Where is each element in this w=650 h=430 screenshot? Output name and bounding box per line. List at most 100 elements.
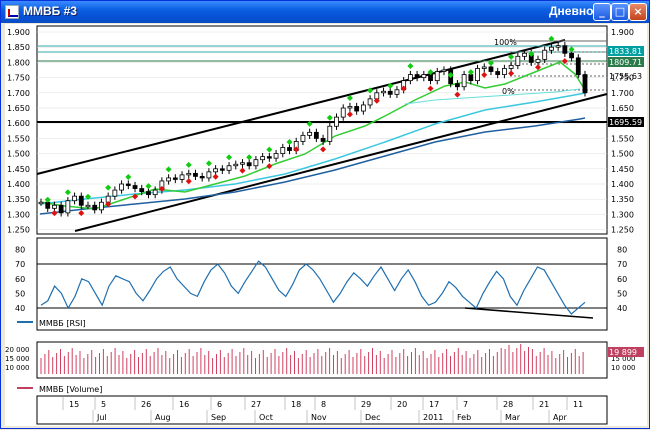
day-label: 6	[217, 400, 222, 409]
buy-signal-marker	[205, 160, 212, 167]
sell-signal-marker	[346, 111, 353, 118]
candle-body	[260, 156, 266, 161]
day-label: 28	[503, 400, 513, 409]
rsi-label-left: 40	[15, 304, 25, 313]
candle-body	[575, 57, 581, 75]
candle-body	[233, 163, 239, 167]
candle-body	[461, 74, 467, 88]
sell-signal-marker	[534, 64, 541, 71]
ma-cyan-thin[interactable]	[404, 88, 581, 105]
price-label-right: 1.350	[611, 195, 634, 204]
candle-body	[421, 74, 427, 79]
rsi-pane[interactable]	[36, 237, 608, 331]
day-label: 18	[291, 400, 301, 409]
price-label-left: 1.750	[7, 74, 30, 83]
rsi-label-left: 80	[15, 245, 25, 254]
candle-body	[502, 68, 507, 75]
candle-body	[300, 134, 306, 142]
buy-signal-marker	[528, 50, 535, 57]
fib-100-label: 100%	[494, 38, 517, 47]
buy-signal-marker	[105, 184, 112, 191]
candle-body	[394, 89, 400, 95]
sell-signal-marker	[400, 85, 407, 92]
sell-signal-marker	[78, 210, 85, 217]
rsi-label-right: 50	[617, 289, 627, 298]
price-axis: 1.900 1.900 1.850 1.800 1.750 1.750 1.700 1.700…	[7, 28, 634, 235]
title-bar[interactable]: ММВБ #3 Дневной _ □ ×	[1, 1, 649, 23]
sell-signal-marker	[373, 97, 380, 104]
buy-signal-marker	[387, 82, 394, 89]
rsi-axis: 80 80 70 70 60 60 50 50 40 40	[15, 245, 627, 313]
price-label-right: 1.650	[611, 104, 634, 113]
fib-0-label: 0%	[502, 87, 515, 96]
marker-1755: 1755.63	[609, 72, 642, 81]
day-label: 11	[573, 400, 583, 409]
candle-body	[193, 172, 198, 177]
price-label-left: 1.900	[7, 28, 30, 37]
candle-body	[45, 201, 51, 209]
sell-signal-marker	[427, 85, 434, 92]
candle-body	[407, 74, 413, 82]
price-label-left: 1.850	[7, 43, 30, 52]
rsi-label-right: 80	[617, 245, 627, 254]
candle-body	[65, 200, 71, 214]
candle-body	[213, 168, 219, 173]
candle-body	[52, 204, 57, 209]
price-candles[interactable]	[38, 42, 588, 217]
ma-blue-line[interactable]	[39, 117, 586, 215]
candle-body	[414, 74, 420, 79]
minimize-button[interactable]: _	[593, 3, 611, 21]
buy-signal-marker	[427, 69, 434, 76]
sell-signal-marker	[508, 70, 515, 77]
buy-signal-marker	[487, 60, 494, 67]
price-label-left: 1.600	[7, 119, 30, 128]
price-label-left: 1.700	[7, 89, 30, 98]
timeframe-label[interactable]: Дневной	[549, 4, 601, 18]
candle-body	[280, 147, 286, 154]
day-label: 15	[69, 400, 79, 409]
price-label-left: 1.800	[7, 58, 30, 67]
day-label: 17	[429, 400, 439, 409]
buy-signal-marker	[266, 146, 273, 153]
candle-body	[582, 74, 588, 94]
channel-lower-line[interactable]	[74, 93, 608, 232]
candle-body	[246, 162, 252, 167]
volume-bars[interactable]	[40, 344, 584, 374]
buy-signal-marker	[568, 46, 575, 53]
price-label-left: 1.500	[7, 150, 30, 159]
price-pane[interactable]	[36, 25, 608, 235]
buy-signal-marker	[44, 196, 51, 203]
chart-svg[interactable]: 1.900 1.900 1.850 1.800 1.750 1.750 1.700 1.700…	[5, 24, 647, 426]
candle-body	[146, 191, 151, 196]
sell-signal-marker	[454, 91, 461, 98]
price-label-left: 1.650	[7, 104, 30, 113]
close-button[interactable]: ×	[629, 3, 647, 21]
month-label: Nov	[311, 413, 327, 422]
candle-body	[508, 65, 514, 69]
channel-upper-line[interactable]	[36, 39, 566, 175]
price-label-left: 1.250	[7, 226, 30, 235]
date-axis[interactable]	[36, 395, 608, 425]
chart-app-icon	[5, 5, 19, 19]
candle-body	[58, 204, 64, 214]
maximize-button[interactable]: □	[611, 3, 629, 21]
volume-label-right: 10 000	[611, 364, 636, 372]
month-label: Jul	[96, 413, 107, 422]
chart-canvas[interactable]: 1.900 1.900 1.850 1.800 1.750 1.750 1.700 1.700…	[5, 24, 647, 426]
rsi-legend: ММВБ [RSI]	[39, 319, 86, 328]
ma-green-line[interactable]	[39, 61, 586, 210]
signal-markers[interactable]	[44, 35, 575, 217]
candle-body	[99, 201, 104, 211]
month-label: Oct	[259, 413, 273, 422]
rsi-line[interactable]	[40, 260, 586, 315]
sell-signal-marker	[212, 173, 219, 180]
volume-label-right: 15 000	[611, 355, 636, 363]
price-markers: 1833.81 1809.71 1755.63 1695.59	[608, 46, 644, 127]
candle-body	[186, 172, 192, 176]
buy-signal-marker	[145, 183, 152, 190]
rsi-label-left: 70	[15, 260, 25, 269]
candle-body	[85, 204, 91, 208]
candle-body	[226, 165, 232, 171]
buy-signal-marker	[125, 174, 132, 181]
rsi-trend-line[interactable]	[464, 307, 594, 319]
